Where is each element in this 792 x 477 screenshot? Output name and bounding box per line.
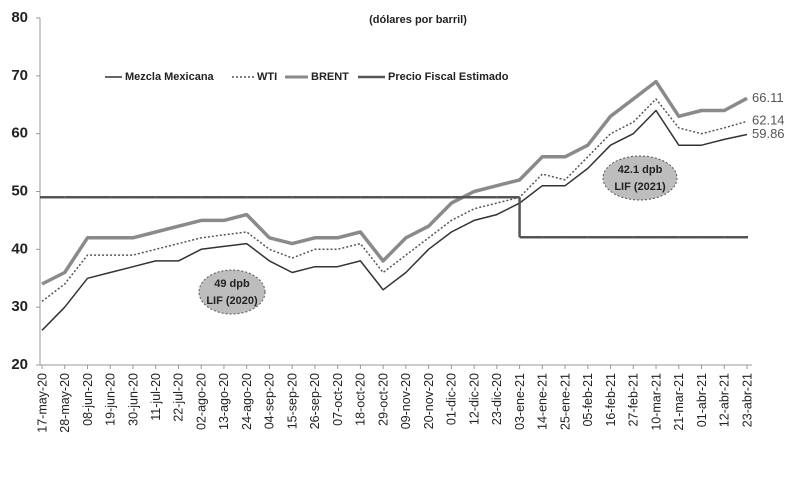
x-tick-label: 19-jun-20: [104, 373, 118, 426]
x-tick-label: 01-dic-20: [445, 373, 459, 425]
legend-label: Mezcla Mexicana: [125, 71, 215, 83]
annotation-bubble: [602, 155, 678, 201]
y-tick-label: 60: [11, 125, 28, 142]
x-tick-label: 29-oct-20: [376, 373, 390, 426]
y-tick-label: 20: [11, 356, 28, 373]
x-tick-label: 20-nov-20: [422, 373, 436, 429]
x-tick-label: 21-mar-21: [672, 373, 686, 431]
x-tick-label: 12-dic-20: [467, 373, 481, 425]
x-tick-label: 11-jul-20: [149, 373, 163, 421]
series-line: [41, 98, 748, 302]
legend-label: Precio Fiscal Estimado: [388, 71, 509, 83]
legend-label: BRENT: [311, 71, 349, 83]
x-tick-label: 28-may-20: [58, 373, 72, 433]
x-tick-label: 22-jul-20: [172, 373, 186, 422]
legend-label: WTI: [257, 71, 277, 83]
annotation-text: LIF (2020): [206, 295, 258, 307]
series-line: [41, 109, 748, 331]
end-label: 62.14: [752, 113, 785, 128]
x-tick-label: 12-abr-21: [718, 373, 732, 427]
end-label: 66.11: [752, 90, 784, 105]
y-tick-label: 70: [11, 67, 28, 84]
x-tick-label: 09-nov-20: [399, 373, 413, 429]
annotation-text: LIF (2021): [614, 181, 666, 193]
x-tick-label: 27-feb-21: [627, 373, 641, 427]
x-tick-label: 26-sep-20: [308, 373, 322, 429]
x-tick-label: 17-may-20: [35, 373, 49, 433]
x-tick-label: 23-dic-20: [490, 373, 504, 425]
x-tick-label: 07-oct-20: [331, 373, 345, 426]
x-tick-label: 15-sep-20: [285, 373, 299, 429]
x-tick-label: 01-abr-21: [695, 373, 709, 427]
end-label: 59.86: [752, 126, 785, 141]
annotation-text: 42.1 dpb: [618, 164, 663, 176]
annotation-text: 49 dpb: [214, 278, 250, 290]
y-tick-label: 80: [11, 9, 28, 26]
y-tick-label: 40: [11, 240, 28, 257]
x-tick-label: 03-ene-21: [513, 373, 527, 430]
y-tick-label: 50: [11, 182, 28, 199]
x-tick-label: 16-feb-21: [604, 373, 618, 427]
x-tick-label: 04-sep-20: [263, 373, 277, 429]
x-tick-label: 02-ago-20: [194, 373, 208, 430]
x-tick-label: 24-ago-20: [240, 373, 254, 430]
x-tick-label: 10-mar-21: [649, 373, 663, 431]
x-tick-label: 08-jun-20: [81, 373, 95, 426]
x-tick-label: 05-feb-21: [581, 373, 595, 427]
chart-title: (dólares por barril): [369, 14, 467, 26]
x-tick-label: 13-ago-20: [217, 373, 231, 430]
annotation-bubble: [198, 269, 266, 315]
x-tick-label: 23-abr-21: [740, 373, 754, 427]
y-tick-label: 30: [11, 298, 28, 315]
x-tick-label: 18-oct-20: [354, 373, 368, 426]
x-tick-label: 14-ene-21: [536, 373, 550, 430]
x-tick-label: 30-jun-20: [126, 373, 140, 426]
series-line: [41, 79, 748, 286]
x-tick-label: 25-ene-21: [558, 373, 572, 430]
